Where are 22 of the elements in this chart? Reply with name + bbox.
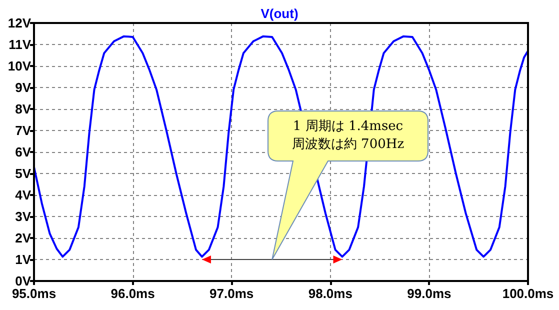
- y-tick-label: 7V: [15, 123, 32, 138]
- x-tick-label: 96.0ms: [110, 286, 155, 301]
- y-tick-label: 6V: [15, 144, 32, 160]
- x-tick-label: 95.0ms: [12, 286, 56, 301]
- y-tick-label: 1V: [15, 252, 32, 267]
- x-tick-label: 98.0ms: [308, 286, 352, 301]
- y-tick-label: 5V: [15, 166, 32, 181]
- y-tick-label: 2V: [15, 230, 32, 246]
- y-tick-label: 9V: [15, 80, 32, 95]
- y-tick-label: 8V: [15, 102, 32, 116]
- y-tick-label: 12V: [8, 16, 32, 30]
- annotation: 1 周期は 1.4msec: [292, 118, 404, 136]
- annotation: 周波数は約 700Hz: [290, 136, 406, 154]
- chart-title: V(out): [260, 6, 298, 21]
- x-tick-label: 99.0ms: [407, 286, 452, 301]
- y-tick-label: 10V: [8, 58, 32, 74]
- y-tick-label: 3V: [15, 209, 32, 224]
- y-tick-label: 0V: [15, 274, 32, 288]
- x-tick-label: 100.0ms: [502, 286, 554, 301]
- y-tick-label: 4V: [15, 188, 32, 202]
- x-tick-label: 97.0ms: [210, 286, 254, 301]
- y-tick-label: 11V: [8, 37, 32, 52]
